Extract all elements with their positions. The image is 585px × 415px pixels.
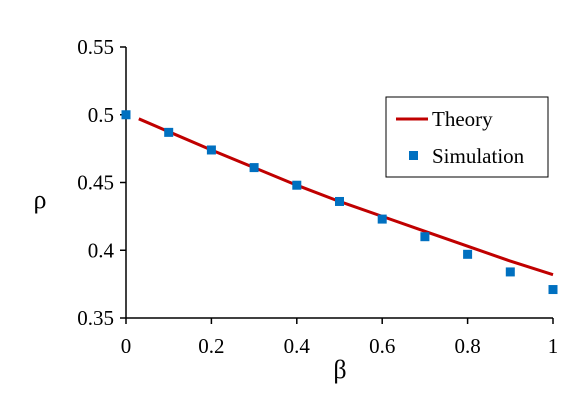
x-tick-label: 0.2	[198, 334, 224, 358]
simulation-point	[249, 163, 259, 173]
simulation-point	[548, 285, 558, 295]
simulation-point	[121, 110, 131, 120]
y-tick-label: 0.55	[77, 35, 114, 59]
x-tick-label: 0.4	[284, 334, 311, 358]
series-layer	[121, 110, 558, 295]
x-tick-label: 1	[548, 334, 559, 358]
legend-sim-swatch	[409, 151, 418, 160]
legend-box	[385, 96, 549, 178]
x-ticks: 0 0.2 0.4 0.6 0.8 1	[121, 318, 559, 358]
simulation-point	[505, 267, 515, 277]
x-tick-label: 0	[121, 334, 132, 358]
x-axis-title: β	[333, 355, 346, 384]
simulation-point	[206, 145, 216, 155]
simulation-point	[377, 214, 387, 224]
axes	[125, 47, 553, 319]
simulation-point	[292, 180, 302, 190]
y-axis-title: ρ	[34, 185, 47, 214]
y-tick-label: 0.45	[77, 171, 114, 195]
simulation-point	[164, 127, 174, 137]
simulation-point	[335, 196, 344, 206]
y-tick-label: 0.35	[77, 306, 114, 330]
legend: Theory Simulation	[385, 96, 549, 178]
x-tick-label: 0.8	[454, 334, 480, 358]
y-tick-label: 0.4	[88, 238, 115, 262]
legend-sim-label: Simulation	[432, 144, 525, 168]
y-tick-label: 0.5	[88, 103, 114, 127]
legend-theory-label: Theory	[432, 107, 493, 131]
simulation-point	[420, 232, 430, 242]
simulation-point	[463, 249, 473, 259]
x-tick-label: 0.6	[369, 334, 395, 358]
y-ticks: 0.35 0.4 0.45 0.5 0.55	[77, 35, 126, 330]
